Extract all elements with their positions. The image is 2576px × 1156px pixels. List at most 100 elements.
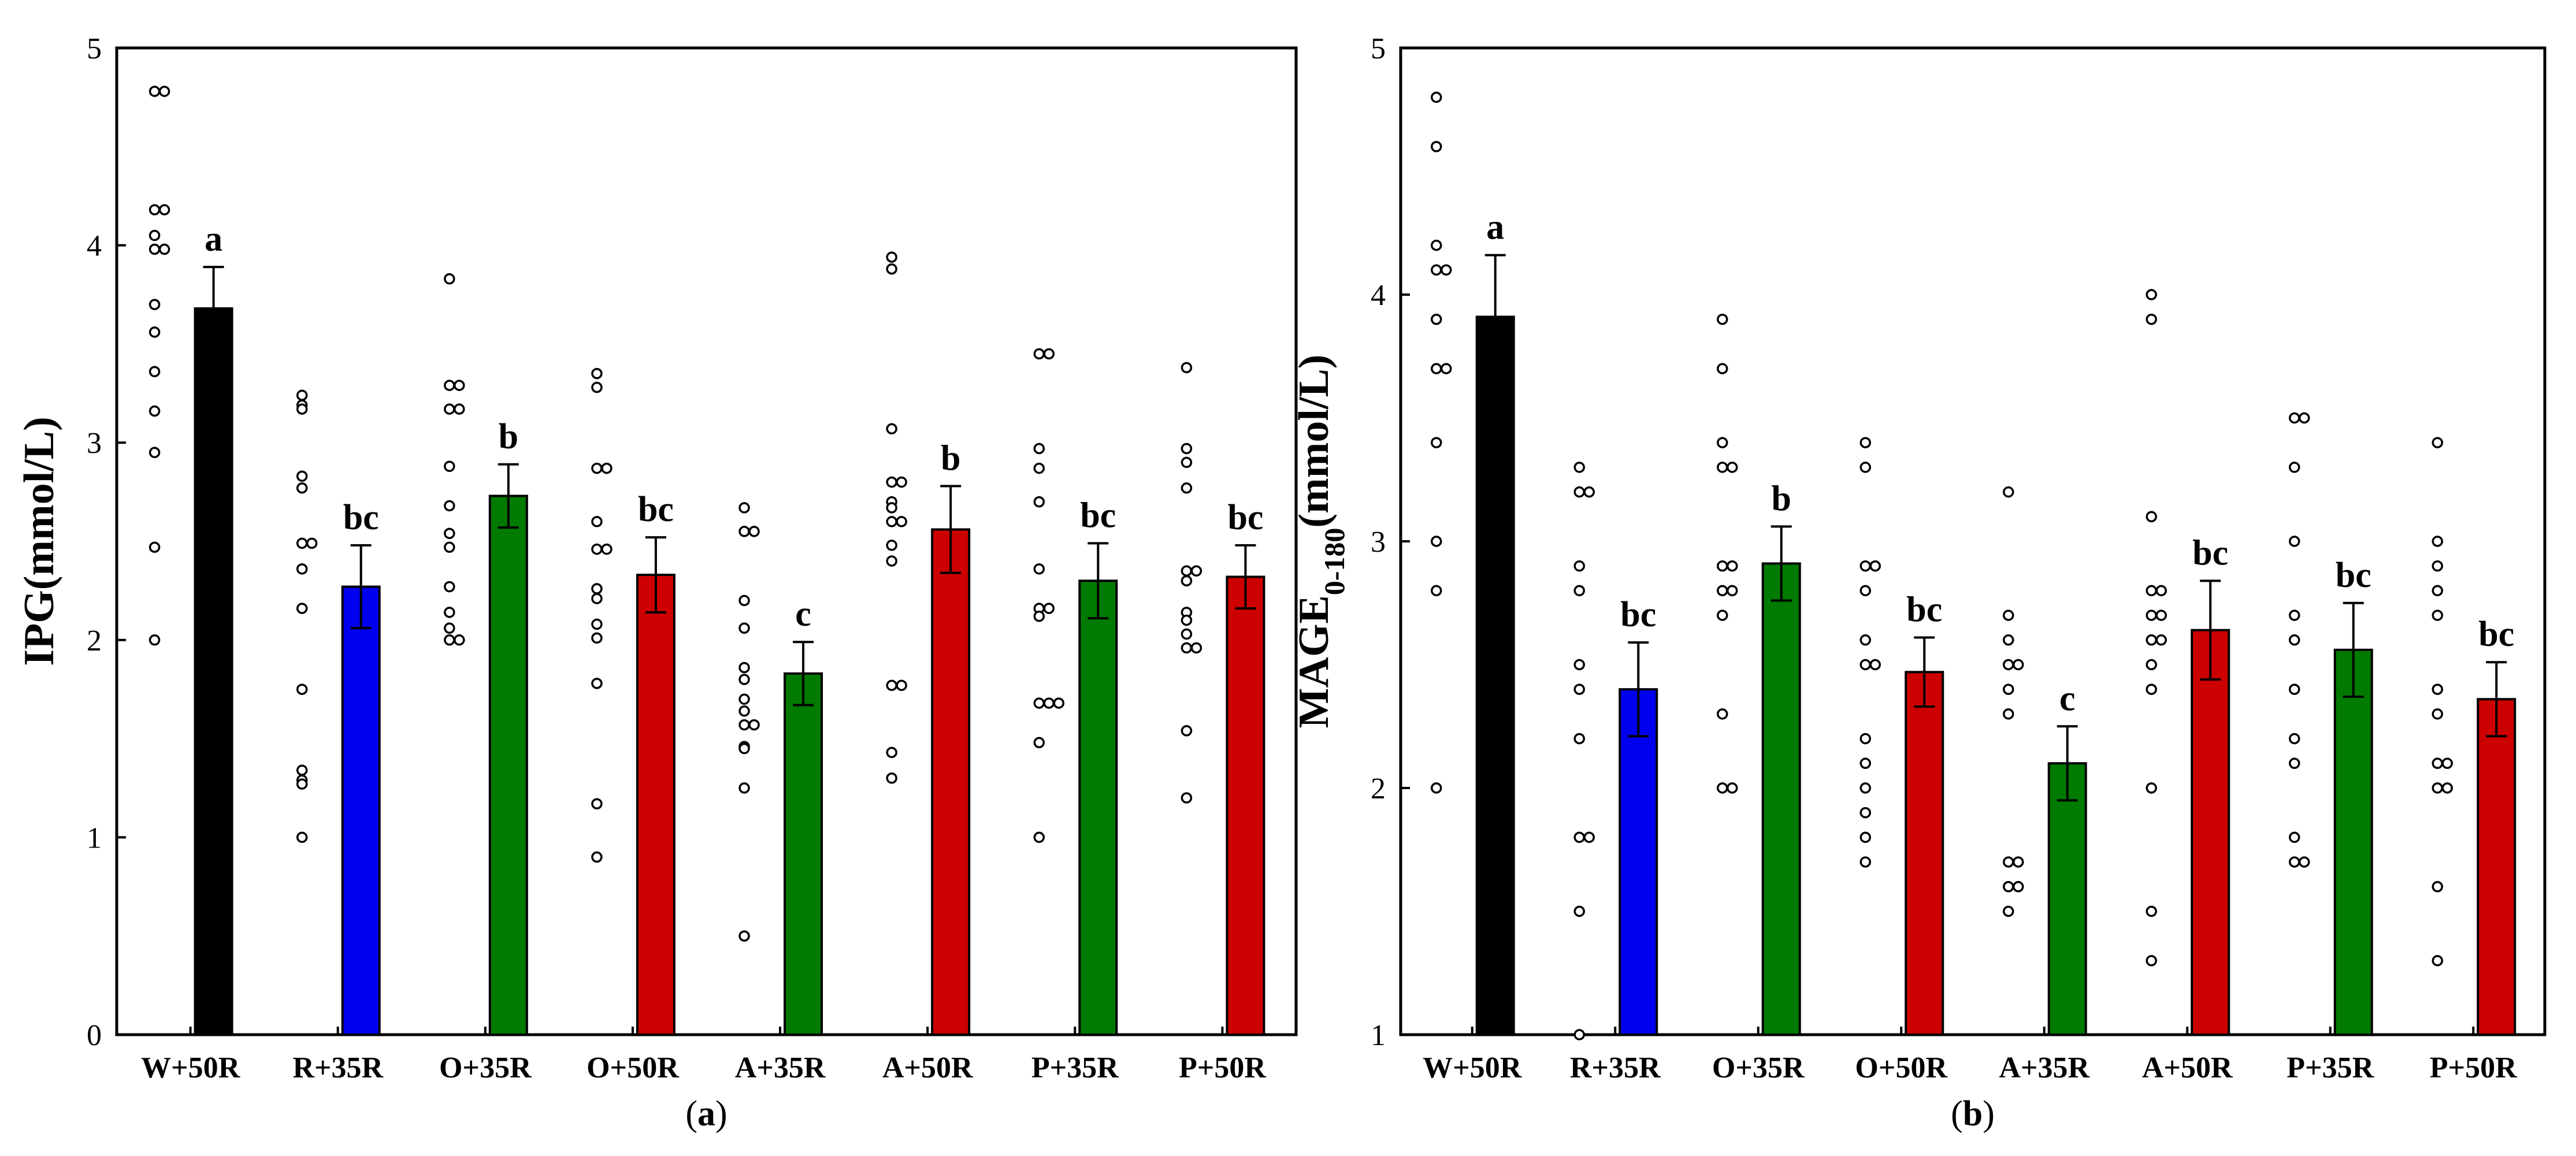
a-bar-O+50R — [636, 574, 675, 1036]
b-y-tick-label: 3 — [1371, 526, 1386, 559]
b-data-point — [2289, 609, 2300, 621]
b-data-point — [2003, 708, 2014, 720]
b-data-point — [1717, 462, 1728, 473]
b-data-point — [1727, 585, 1738, 597]
b-data-point — [1727, 462, 1738, 473]
a-data-point — [1181, 482, 1193, 494]
b-data-point — [2441, 757, 2453, 770]
a-significance-letter: bc — [343, 498, 379, 537]
b-x-tick-label: A+50R — [2142, 1051, 2233, 1084]
a-data-point — [1033, 697, 1045, 709]
a-bar-A+35R — [784, 672, 823, 1036]
b-data-point — [1431, 437, 1442, 448]
a-data-point — [591, 632, 603, 644]
b-y-axis-title: MAGE0-180(mmol/L) — [1290, 355, 1350, 728]
b-data-point — [1573, 486, 1585, 498]
a-data-point — [444, 634, 455, 646]
b-data-point — [2146, 609, 2157, 621]
a-data-point — [1053, 697, 1065, 709]
a-x-tick-label: P+35R — [1031, 1051, 1119, 1084]
b-data-point — [1717, 437, 1728, 448]
b-significance-letter: b — [1772, 479, 1791, 518]
b-plot-frame — [1399, 46, 2547, 1036]
b-x-tick-label: O+50R — [1855, 1051, 1948, 1084]
b-data-point — [1573, 560, 1585, 572]
b-x-tick-label: R+35R — [1570, 1051, 1661, 1084]
a-data-point — [886, 679, 897, 692]
a-data-point — [1181, 614, 1193, 626]
a-significance-letter: a — [205, 220, 222, 259]
a-bar-A+50R — [931, 528, 971, 1036]
b-data-point — [2003, 905, 2014, 917]
b-significance-letter: bc — [1620, 595, 1656, 634]
a-data-point — [601, 462, 613, 474]
b-data-point — [2013, 881, 2024, 893]
b-data-point — [2289, 683, 2300, 695]
a-data-point — [591, 462, 603, 474]
b-data-point — [1431, 536, 1442, 547]
b-data-point — [2432, 757, 2443, 770]
a-data-point — [896, 516, 907, 527]
a-data-point — [738, 674, 750, 685]
a-data-point — [896, 679, 907, 692]
b-data-point — [2299, 412, 2310, 424]
b-data-point — [1859, 856, 1871, 868]
a-data-point — [738, 742, 750, 754]
a-data-point — [296, 403, 308, 415]
a-data-point — [1181, 456, 1193, 469]
a-data-point — [591, 618, 603, 630]
b-data-point — [2003, 609, 2014, 621]
a-data-point — [1181, 565, 1193, 577]
a-data-point — [296, 470, 308, 482]
b-data-point — [1859, 634, 1871, 646]
a-bar-P+50R — [1226, 575, 1265, 1036]
b-data-point — [2432, 955, 2443, 967]
a-data-point — [591, 798, 603, 810]
a-data-point — [1033, 443, 1045, 455]
b-y-tick-label: 5 — [1371, 32, 1386, 65]
b-data-point — [1869, 659, 1881, 671]
a-significance-letter: b — [499, 417, 518, 456]
b-data-point — [1859, 659, 1871, 671]
b-data-point — [1717, 560, 1728, 572]
a-data-point — [738, 693, 750, 705]
b-bar-O+50R — [1905, 671, 1944, 1036]
b-bar-A+50R — [2191, 629, 2230, 1036]
b-data-point — [1431, 363, 1442, 374]
b-data-point — [1717, 313, 1728, 325]
b-bar-O+35R — [1761, 562, 1801, 1036]
a-significance-letter: bc — [638, 490, 674, 529]
a-data-point — [296, 389, 308, 401]
a-data-point — [1181, 443, 1193, 455]
b-data-point — [2432, 609, 2443, 621]
a-data-point — [886, 476, 897, 488]
b-data-point — [2013, 659, 2024, 671]
b-data-point — [1431, 141, 1442, 153]
b-data-point — [2432, 782, 2443, 794]
b-x-tick-label: W+50R — [1423, 1051, 1523, 1084]
a-data-point — [149, 204, 161, 215]
a-data-point — [444, 622, 455, 634]
a-data-point — [1033, 611, 1045, 622]
b-data-point — [1717, 585, 1728, 597]
a-x-tick-label: A+35R — [735, 1051, 826, 1084]
a-data-point — [738, 661, 750, 674]
a-data-point — [1033, 462, 1045, 474]
b-bar-A+35R — [2047, 762, 2087, 1036]
a-data-point — [444, 581, 455, 593]
b-data-point — [1583, 486, 1595, 498]
b-data-point — [1573, 659, 1585, 671]
b-data-point — [2146, 659, 2157, 671]
a-data-point — [444, 380, 455, 391]
a-data-point — [1033, 831, 1045, 843]
b-data-point — [2289, 536, 2300, 547]
a-x-tick-label: P+50R — [1179, 1051, 1267, 1084]
b-data-point — [2289, 462, 2300, 473]
a-data-point — [454, 380, 465, 391]
b-data-point — [1859, 757, 1871, 770]
a-data-point — [591, 543, 603, 555]
a-data-point — [886, 251, 897, 263]
b-data-point — [1717, 708, 1728, 720]
a-y-tick-label: 5 — [87, 32, 102, 65]
